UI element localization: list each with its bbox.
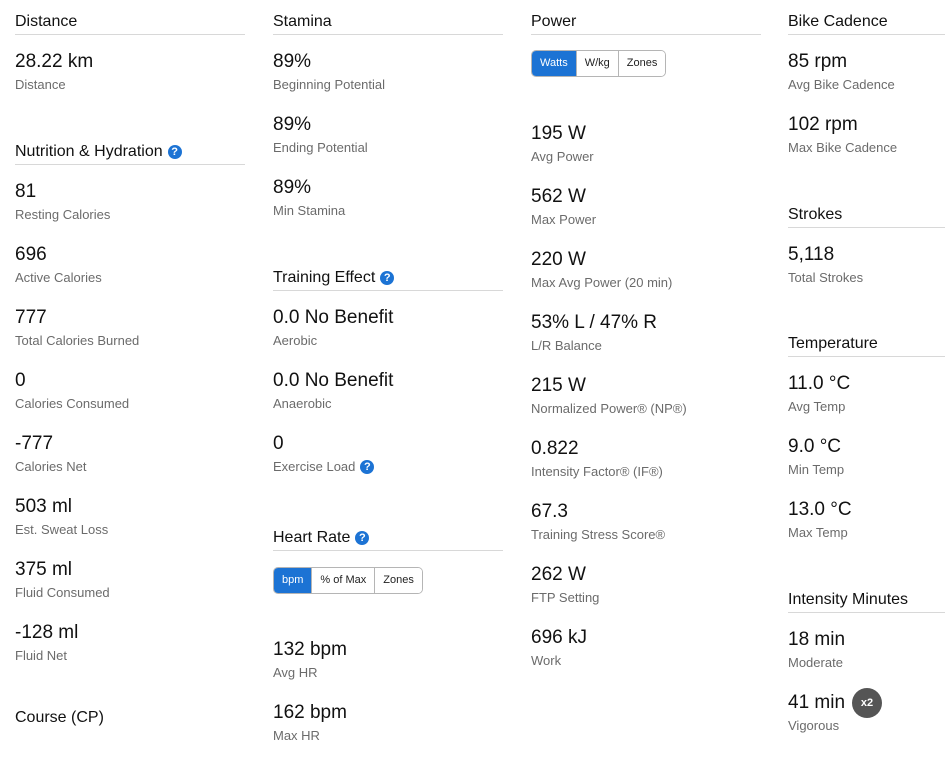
help-icon[interactable]: ?	[380, 271, 395, 285]
stat-avg-temp: 11.0 °C Avg Temp	[788, 373, 851, 414]
stat-max-power: 562 W Max Power	[531, 186, 597, 227]
stat-work: 696 kJ Work	[531, 627, 587, 668]
distance-label: Distance	[15, 77, 66, 92]
stat-normalized-power: 215 W Normalized Power® (NP®)	[531, 375, 687, 416]
distance-value: 28.22 km	[15, 51, 94, 72]
toggle-hr-zones[interactable]: Zones	[375, 568, 422, 593]
heart-rate-section: Heart Rate? bpm % of Max Zones 132 bpm Av…	[273, 528, 503, 764]
stat-training-stress-score: 67.3 Training Stress Score®	[531, 501, 666, 542]
nutrition-title: Nutrition & Hydration?	[15, 142, 245, 165]
distance-title: Distance	[15, 12, 245, 35]
stat-sweat-loss: 503 ml Est. Sweat Loss	[15, 496, 109, 537]
heart-rate-unit-toggle: bpm % of Max Zones	[273, 567, 423, 594]
stat-vigorous-minutes: 41 min x2 Vigorous	[788, 688, 945, 754]
stamina-section: Stamina 89% Beginning Potential 89% Ending…	[273, 12, 503, 239]
distance-section: Distance 28.22 km Distance	[15, 12, 245, 113]
power-unit-toggle: Watts W/kg Zones	[531, 50, 667, 77]
help-icon[interactable]: ?	[360, 460, 375, 474]
heart-rate-title: Heart Rate?	[273, 528, 503, 551]
stat-fluid-consumed: 375 ml Fluid Consumed	[15, 559, 110, 600]
power-section: Power Watts W/kg Zones 195 W Avg Power 56…	[531, 12, 761, 689]
stat-fluid-net: -128 ml Fluid Net	[15, 622, 79, 663]
help-icon[interactable]: ?	[355, 531, 370, 545]
stat-avg-cadence: 85 rpm Avg Bike Cadence	[788, 51, 895, 92]
stat-total-strokes: 5,118 Total Strokes	[788, 244, 864, 285]
stat-max-cadence: 102 rpm Max Bike Cadence	[788, 114, 898, 155]
toggle-w-per-kg[interactable]: W/kg	[576, 51, 619, 76]
strokes-title: Strokes	[788, 205, 945, 228]
nutrition-section: Nutrition & Hydration? 81 Resting Calorie…	[15, 142, 245, 684]
cadence-title: Bike Cadence	[788, 12, 945, 35]
stat-avg-power: 195 W Avg Power	[531, 123, 594, 164]
stat-calories-consumed: 0 Calories Consumed	[15, 370, 130, 411]
stat-anaerobic: 0.0 No Benefit Anaerobic	[273, 370, 394, 411]
toggle-power-zones[interactable]: Zones	[618, 51, 666, 76]
stat-moderate-minutes: 18 min Moderate	[788, 629, 846, 670]
stat-ftp-setting: 262 W FTP Setting	[531, 564, 600, 605]
stat-calories-net: -777 Calories Net	[15, 433, 87, 474]
stat-max-hr: 162 bpm Max HR	[273, 702, 347, 743]
cadence-section: Bike Cadence 85 rpm Avg Bike Cadence 102 …	[788, 12, 945, 176]
stat-min-temp: 9.0 °C Min Temp	[788, 436, 845, 477]
temperature-section: Temperature 11.0 °C Avg Temp 9.0 °C Min Te…	[788, 334, 945, 561]
intensity-minutes-section: Intensity Minutes 18 min Moderate 41 min x…	[788, 590, 945, 754]
power-title: Power	[531, 12, 761, 35]
toggle-bpm[interactable]: bpm	[274, 568, 313, 593]
stat-aerobic: 0.0 No Benefit Aerobic	[273, 307, 394, 348]
stat-intensity-factor: 0.822 Intensity Factor® (IF®)	[531, 438, 663, 479]
stat-min-stamina: 89% Min Stamina	[273, 177, 346, 218]
help-icon[interactable]: ?	[167, 145, 182, 159]
stamina-title: Stamina	[273, 12, 503, 35]
next-section-title: Course (CP)	[15, 709, 104, 726]
intensity-minutes-title: Intensity Minutes	[788, 590, 945, 613]
temperature-title: Temperature	[788, 334, 945, 357]
stat-resting-calories: 81 Resting Calories	[15, 181, 111, 222]
strokes-section: Strokes 5,118 Total Strokes	[788, 205, 945, 306]
toggle-percent-max[interactable]: % of Max	[312, 568, 376, 593]
toggle-watts[interactable]: Watts	[532, 51, 577, 76]
stat-total-calories: 777 Total Calories Burned	[15, 307, 140, 348]
training-effect-section: Training Effect? 0.0 No Benefit Aerobic 0…	[273, 268, 503, 495]
stat-ending-potential: 89% Ending Potential	[273, 114, 368, 155]
stat-max-avg-power: 220 W Max Avg Power (20 min)	[531, 249, 673, 290]
multiplier-badge: x2	[852, 688, 882, 718]
stat-lr-balance: 53% L / 47% R L/R Balance	[531, 312, 658, 353]
stat-max-temp: 13.0 °C Max Temp	[788, 499, 852, 540]
stat-active-calories: 696 Active Calories	[15, 244, 102, 285]
stat-exercise-load: 0 Exercise Load?	[273, 432, 503, 495]
training-effect-title: Training Effect?	[273, 268, 503, 291]
stat-avg-hr: 132 bpm Avg HR	[273, 639, 347, 680]
stat-beginning-potential: 89% Beginning Potential	[273, 51, 386, 92]
distance-stat: 28.22 km Distance	[15, 50, 245, 113]
